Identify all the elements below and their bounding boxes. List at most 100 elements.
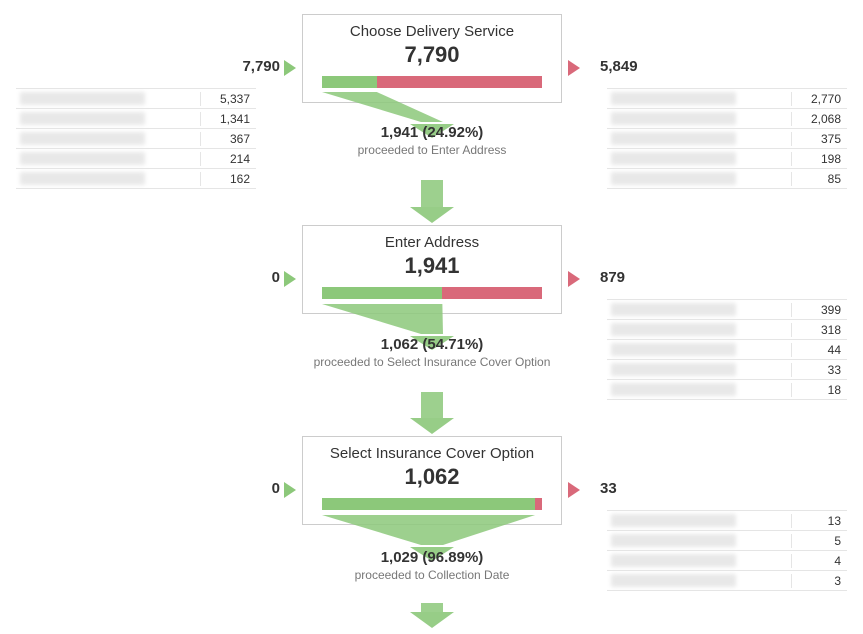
outflow-breakdown-table: 2,770 2,068 375 198 85 (607, 88, 847, 189)
row-value: 5 (791, 534, 847, 548)
row-label-blurred (16, 109, 200, 128)
row-label-blurred (16, 169, 200, 188)
row-value: 1,341 (200, 112, 256, 126)
bar-proceeded (322, 498, 535, 510)
row-label-blurred (607, 531, 791, 550)
table-row: 44 (607, 340, 847, 360)
funnel-connector (302, 92, 562, 228)
table-row: 162 (16, 169, 256, 189)
row-label-blurred (607, 109, 791, 128)
table-row: 13 (607, 511, 847, 531)
row-label-blurred (607, 380, 791, 399)
row-label-blurred (607, 169, 791, 188)
row-value: 4 (791, 554, 847, 568)
row-label-blurred (607, 340, 791, 359)
inflow-arrow-icon (284, 271, 296, 287)
row-value: 85 (791, 172, 847, 186)
proceeded-label: 1,062 (54.71%) proceeded to Select Insura… (272, 336, 592, 369)
table-row: 375 (607, 129, 847, 149)
table-row: 5,337 (16, 89, 256, 109)
inflow-value: 0 (272, 480, 280, 497)
proceeded-subtext: proceeded to Collection Date (272, 568, 592, 582)
proceeded-count: 1,062 (54.71%) (272, 336, 592, 353)
table-row: 1,341 (16, 109, 256, 129)
bar-proceeded (322, 76, 377, 88)
row-value: 44 (791, 343, 847, 357)
outflow-value: 879 (600, 269, 625, 286)
outflow-arrow-icon (568, 271, 580, 287)
row-value: 2,068 (791, 112, 847, 126)
funnel-diagram: Choose Delivery Service 7,790 7,790 5,849 5,… (0, 0, 863, 634)
outflow-arrow-icon (568, 60, 580, 76)
row-label-blurred (16, 89, 200, 108)
row-value: 367 (200, 132, 256, 146)
row-label-blurred (16, 129, 200, 148)
row-value: 3 (791, 574, 847, 588)
table-row: 367 (16, 129, 256, 149)
bar-dropoff (535, 498, 542, 510)
table-row: 3 (607, 571, 847, 591)
table-row: 399 (607, 300, 847, 320)
funnel-step-card: Choose Delivery Service 7,790 (302, 14, 562, 103)
inflow-value: 0 (272, 269, 280, 286)
proceeded-subtext: proceeded to Select Insurance Cover Opti… (272, 355, 592, 369)
row-value: 2,770 (791, 92, 847, 106)
funnel-step-card: Enter Address 1,941 (302, 225, 562, 314)
row-value: 5,337 (200, 92, 256, 106)
step-title: Select Insurance Cover Option (313, 445, 551, 462)
inflow-value: 7,790 (242, 58, 280, 75)
row-value: 33 (791, 363, 847, 377)
inflow-arrow-icon (284, 482, 296, 498)
inflow-arrow-icon (284, 60, 296, 76)
table-row: 214 (16, 149, 256, 169)
row-label-blurred (607, 571, 791, 590)
row-label-blurred (607, 149, 791, 168)
outflow-value: 5,849 (600, 58, 638, 75)
row-value: 198 (791, 152, 847, 166)
funnel-connector (302, 304, 562, 439)
table-row: 5 (607, 531, 847, 551)
table-row: 2,068 (607, 109, 847, 129)
step-progress-bar (322, 498, 542, 510)
table-row: 198 (607, 149, 847, 169)
row-value: 13 (791, 514, 847, 528)
proceeded-label: 1,029 (96.89%) proceeded to Collection Da… (272, 549, 592, 582)
row-label-blurred (607, 551, 791, 570)
step-value: 1,062 (313, 464, 551, 490)
row-label-blurred (607, 89, 791, 108)
table-row: 318 (607, 320, 847, 340)
table-row: 85 (607, 169, 847, 189)
row-label-blurred (16, 149, 200, 168)
step-progress-bar (322, 76, 542, 88)
row-value: 18 (791, 383, 847, 397)
bar-dropoff (442, 287, 542, 299)
row-label-blurred (607, 300, 791, 319)
bar-dropoff (377, 76, 542, 88)
proceeded-count: 1,029 (96.89%) (272, 549, 592, 566)
step-value: 7,790 (313, 42, 551, 68)
step-title: Choose Delivery Service (313, 23, 551, 40)
step-progress-bar (322, 287, 542, 299)
table-row: 2,770 (607, 89, 847, 109)
row-value: 375 (791, 132, 847, 146)
bar-proceeded (322, 287, 442, 299)
inflow-breakdown-table: 5,337 1,341 367 214 162 (16, 88, 256, 189)
row-value: 162 (200, 172, 256, 186)
row-value: 399 (791, 303, 847, 317)
row-label-blurred (607, 360, 791, 379)
table-row: 33 (607, 360, 847, 380)
step-title: Enter Address (313, 234, 551, 251)
row-label-blurred (607, 129, 791, 148)
row-value: 214 (200, 152, 256, 166)
outflow-breakdown-table: 13 5 4 3 (607, 510, 847, 591)
table-row: 18 (607, 380, 847, 400)
proceeded-subtext: proceeded to Enter Address (272, 143, 592, 157)
row-label-blurred (607, 320, 791, 339)
funnel-step-card: Select Insurance Cover Option 1,062 (302, 436, 562, 525)
proceeded-count: 1,941 (24.92%) (272, 124, 592, 141)
outflow-value: 33 (600, 480, 617, 497)
outflow-arrow-icon (568, 482, 580, 498)
row-value: 318 (791, 323, 847, 337)
step-value: 1,941 (313, 253, 551, 279)
proceeded-label: 1,941 (24.92%) proceeded to Enter Address (272, 124, 592, 157)
